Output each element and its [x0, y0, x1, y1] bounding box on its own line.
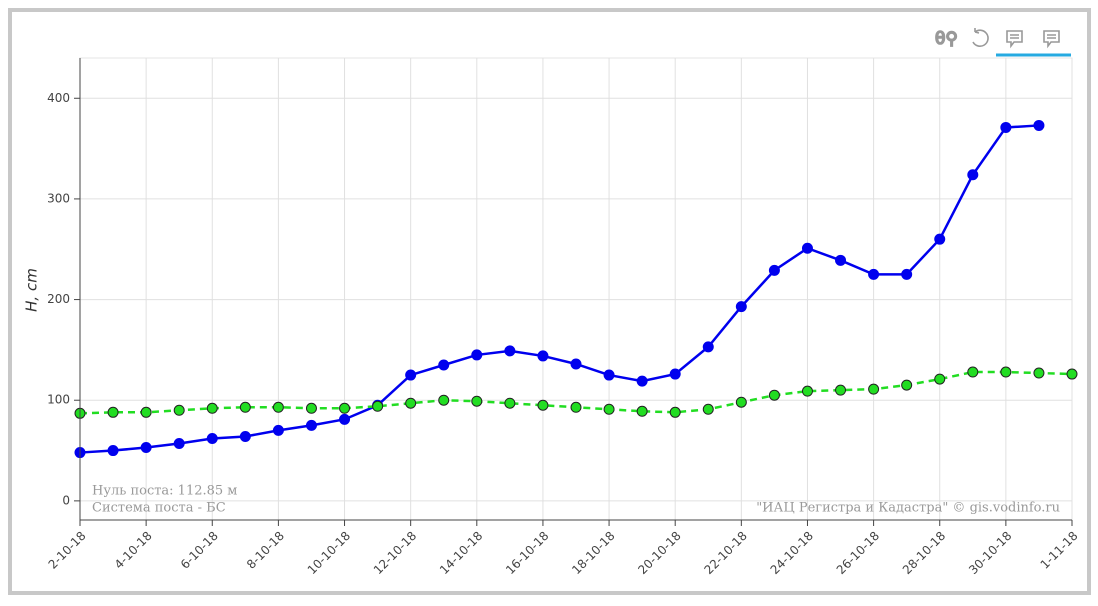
data-point	[835, 254, 847, 266]
data-point	[901, 268, 913, 280]
data-point	[735, 396, 747, 408]
data-point	[934, 233, 946, 245]
data-point	[934, 373, 946, 385]
data-point	[305, 402, 317, 414]
data-point	[1066, 368, 1078, 380]
data-point	[438, 394, 450, 406]
data-point	[570, 401, 582, 413]
data-point	[107, 445, 119, 457]
y-tick-label: 300	[47, 191, 70, 205]
data-point	[140, 406, 152, 418]
data-point	[570, 358, 582, 370]
data-point	[901, 379, 913, 391]
data-point	[305, 419, 317, 431]
y-tick-label: 200	[47, 292, 70, 306]
data-point	[272, 401, 284, 413]
data-point	[405, 369, 417, 381]
data-point	[868, 268, 880, 280]
data-point	[735, 301, 747, 313]
y-axis-label: H, cm	[23, 268, 41, 312]
data-point	[868, 383, 880, 395]
data-point	[372, 400, 384, 412]
data-point	[173, 404, 185, 416]
data-point	[636, 375, 648, 387]
series-line	[79, 124, 1040, 454]
data-point	[702, 341, 714, 353]
data-point	[801, 385, 813, 397]
data-point	[339, 413, 351, 425]
data-point	[173, 438, 185, 450]
data-point	[239, 401, 251, 413]
toolbar: θ⚲	[934, 28, 1071, 57]
data-point	[835, 384, 847, 396]
data-point	[768, 264, 780, 276]
data-point	[801, 242, 813, 254]
data-point	[537, 350, 549, 362]
data-point	[669, 368, 681, 380]
annotation: "ИАЦ Регистра и Кадастра" © gis.vodinfo.…	[756, 501, 1060, 516]
data-point	[1033, 367, 1045, 379]
data-point	[768, 389, 780, 401]
data-point	[471, 395, 483, 407]
hover-icon[interactable]	[1043, 30, 1060, 49]
data-point	[438, 359, 450, 371]
data-point	[471, 349, 483, 361]
data-point	[504, 345, 516, 357]
data-point	[1000, 366, 1012, 378]
data-point	[967, 169, 979, 181]
y-tick-label: 100	[47, 393, 70, 407]
data-point	[140, 442, 152, 454]
data-point	[206, 402, 218, 414]
annotation: Нуль поста: 112.85 м	[92, 484, 237, 499]
data-point	[702, 403, 714, 415]
data-point	[405, 397, 417, 409]
annotation: Система поста - БС	[92, 501, 226, 516]
frame	[8, 8, 1091, 595]
data-point	[537, 399, 549, 411]
data-point	[339, 402, 351, 414]
reset-icon[interactable]	[972, 28, 989, 47]
hover-icon[interactable]	[1006, 30, 1023, 49]
y-tick-label: 0	[62, 493, 70, 507]
data-point	[1033, 119, 1045, 131]
data-point	[603, 369, 615, 381]
data-point	[967, 366, 979, 378]
data-point	[504, 397, 516, 409]
data-point	[1000, 121, 1012, 133]
y-tick-label: 400	[47, 91, 70, 105]
data-point	[206, 432, 218, 444]
data-point	[603, 403, 615, 415]
data-point	[107, 406, 119, 418]
data-point	[239, 430, 251, 442]
data-point	[636, 405, 648, 417]
data-point	[669, 406, 681, 418]
data-point	[272, 424, 284, 436]
tool-icon[interactable]: θ⚲	[934, 28, 958, 50]
